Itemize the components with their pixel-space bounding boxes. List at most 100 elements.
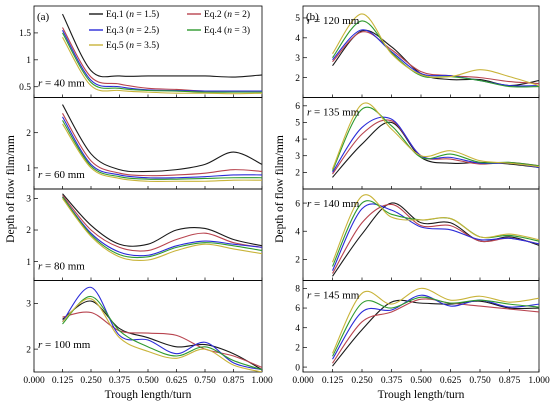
y-tick-label: 3	[26, 195, 31, 205]
subplot-a-3: 1 2 3 r = 80 mm	[26, 188, 263, 281]
y-tick-label: 4	[295, 34, 300, 44]
series-line-eq2	[332, 119, 539, 175]
x-tick-label: 0.375	[109, 376, 131, 386]
legend-label: Eq.1 (n = 1.5)	[106, 9, 159, 20]
series-line-eq5	[332, 287, 539, 354]
series-line-eq5	[331, 194, 539, 263]
series-line-eq3	[332, 294, 539, 360]
series-lines	[332, 13, 539, 88]
x-tick-label: 0.500	[137, 376, 159, 386]
x-tick-label: 0.625	[440, 376, 462, 386]
y-tick-label: 2	[295, 169, 300, 179]
subplot-label: r = 145 mm	[307, 290, 360, 302]
legend-label: Eq.5 (n = 3.5)	[106, 40, 159, 51]
y-tick-label: 1	[26, 164, 31, 174]
y-tick-label: 0	[295, 363, 300, 373]
subplot-b-4: 0 2 4 6 8 r = 145 mm	[295, 280, 540, 373]
y-tick-label: 5	[295, 14, 300, 24]
subplot-b-2: 2 3 4 5 6 r = 135 mm	[295, 97, 540, 190]
y-tick-label: 2	[26, 345, 31, 355]
y-tick-label: 3	[26, 300, 31, 310]
y-tick-label: 6	[295, 199, 300, 209]
y-tick-label: 0.5	[19, 83, 31, 93]
y-axis-title: Depth of flow film/mm	[5, 135, 17, 243]
legend-entry: Eq.4 (n = 3)	[187, 25, 250, 36]
series-line-eq4	[62, 32, 262, 93]
subplot-a-1: 0.5 1 1.5 r = 40 mm	[19, 5, 263, 98]
series-lines	[62, 286, 262, 372]
x-tick-label: 0.500	[410, 376, 432, 386]
x-tick-label: 0.375	[381, 376, 403, 386]
x-tick-label: 0.000	[292, 376, 314, 386]
series-line-eq4	[332, 106, 539, 171]
series-line-eq5	[62, 36, 262, 95]
y-tick-label: 2	[295, 74, 300, 84]
x-axis-title: Trough length/turn	[105, 389, 192, 401]
series-lines	[62, 13, 262, 95]
y-tick-label: 1.5	[19, 29, 31, 39]
panel-tag-b: (b)	[306, 11, 319, 23]
x-tick-label: 1.000	[528, 376, 550, 386]
x-tick-label: 0.750	[194, 376, 216, 386]
series-line-eq1	[62, 193, 262, 247]
series-line-eq5	[62, 123, 262, 183]
y-tick-label: 2	[295, 256, 300, 266]
series-lines	[331, 102, 539, 178]
legend-label: Eq.4 (n = 3)	[204, 25, 250, 36]
subplot-label: r = 80 mm	[38, 261, 85, 273]
legend-entry: Eq.5 (n = 3.5)	[89, 40, 159, 51]
series-line-eq2	[62, 194, 262, 252]
subplot-b-3: 2 4 6 r = 140 mm	[295, 188, 540, 281]
series-line-eq3	[332, 29, 539, 87]
series-line-eq1	[62, 104, 262, 173]
series-line-eq2	[62, 311, 262, 368]
series-line-eq3	[62, 286, 262, 371]
x-tick-label: 1.000	[251, 376, 273, 386]
series-line-eq1	[332, 202, 539, 277]
series-line-eq5	[62, 298, 262, 372]
legend-label: Eq.2 (n = 2)	[204, 9, 250, 20]
x-tick-label: 0.125	[322, 376, 344, 386]
y-tick-label: 2	[26, 129, 31, 139]
series-line-eq1	[62, 300, 262, 371]
x-tick-label: 0.250	[80, 376, 102, 386]
subplot-a-4: 2 3 r = 100 mm	[26, 280, 263, 373]
subplot-a-2: 1 2 r = 60 mm	[26, 97, 263, 190]
series-line-eq4	[62, 196, 262, 259]
series-line-eq2	[332, 298, 539, 364]
subplot-label: r = 100 mm	[38, 339, 91, 351]
y-tick-label: 8	[295, 285, 300, 295]
series-line-eq4	[62, 120, 262, 180]
series-line-eq3	[62, 29, 262, 92]
x-tick-label: 0.875	[499, 376, 521, 386]
subplot-label: r = 120 mm	[307, 15, 360, 27]
y-tick-label: 3	[295, 152, 300, 162]
subplot-b-1: 2 3 4 5 r = 120 mm	[295, 5, 540, 98]
series-line-eq5	[332, 13, 539, 87]
series-line-eq3	[332, 203, 539, 271]
panel-tag-a: (a)	[37, 11, 50, 23]
series-line-eq3	[62, 196, 262, 257]
series-lines	[62, 104, 262, 183]
y-tick-label: 1	[26, 56, 31, 66]
series-line-eq4	[62, 295, 262, 371]
y-axis-title: Depth of flow film/mm	[274, 135, 286, 243]
y-tick-label: 4	[295, 227, 300, 237]
y-tick-label: 2	[295, 344, 300, 354]
subplot-label: r = 40 mm	[38, 78, 85, 90]
y-tick-label: 4	[295, 324, 300, 334]
series-line-eq5	[331, 102, 539, 170]
y-tick-label: 3	[295, 54, 300, 64]
y-tick-label: 1	[26, 258, 31, 268]
series-line-eq4	[332, 296, 539, 357]
series-line-eq1	[62, 13, 262, 78]
legend-entry: Eq.1 (n = 1.5)	[89, 9, 159, 20]
series-line-eq3	[62, 116, 262, 179]
x-tick-label: 0.750	[469, 376, 491, 386]
x-tick-label: 0.625	[166, 376, 188, 386]
subplot-label: r = 60 mm	[38, 169, 85, 181]
series-line-eq2	[332, 31, 539, 85]
series-lines	[62, 193, 262, 262]
series-line-eq2	[62, 113, 262, 177]
